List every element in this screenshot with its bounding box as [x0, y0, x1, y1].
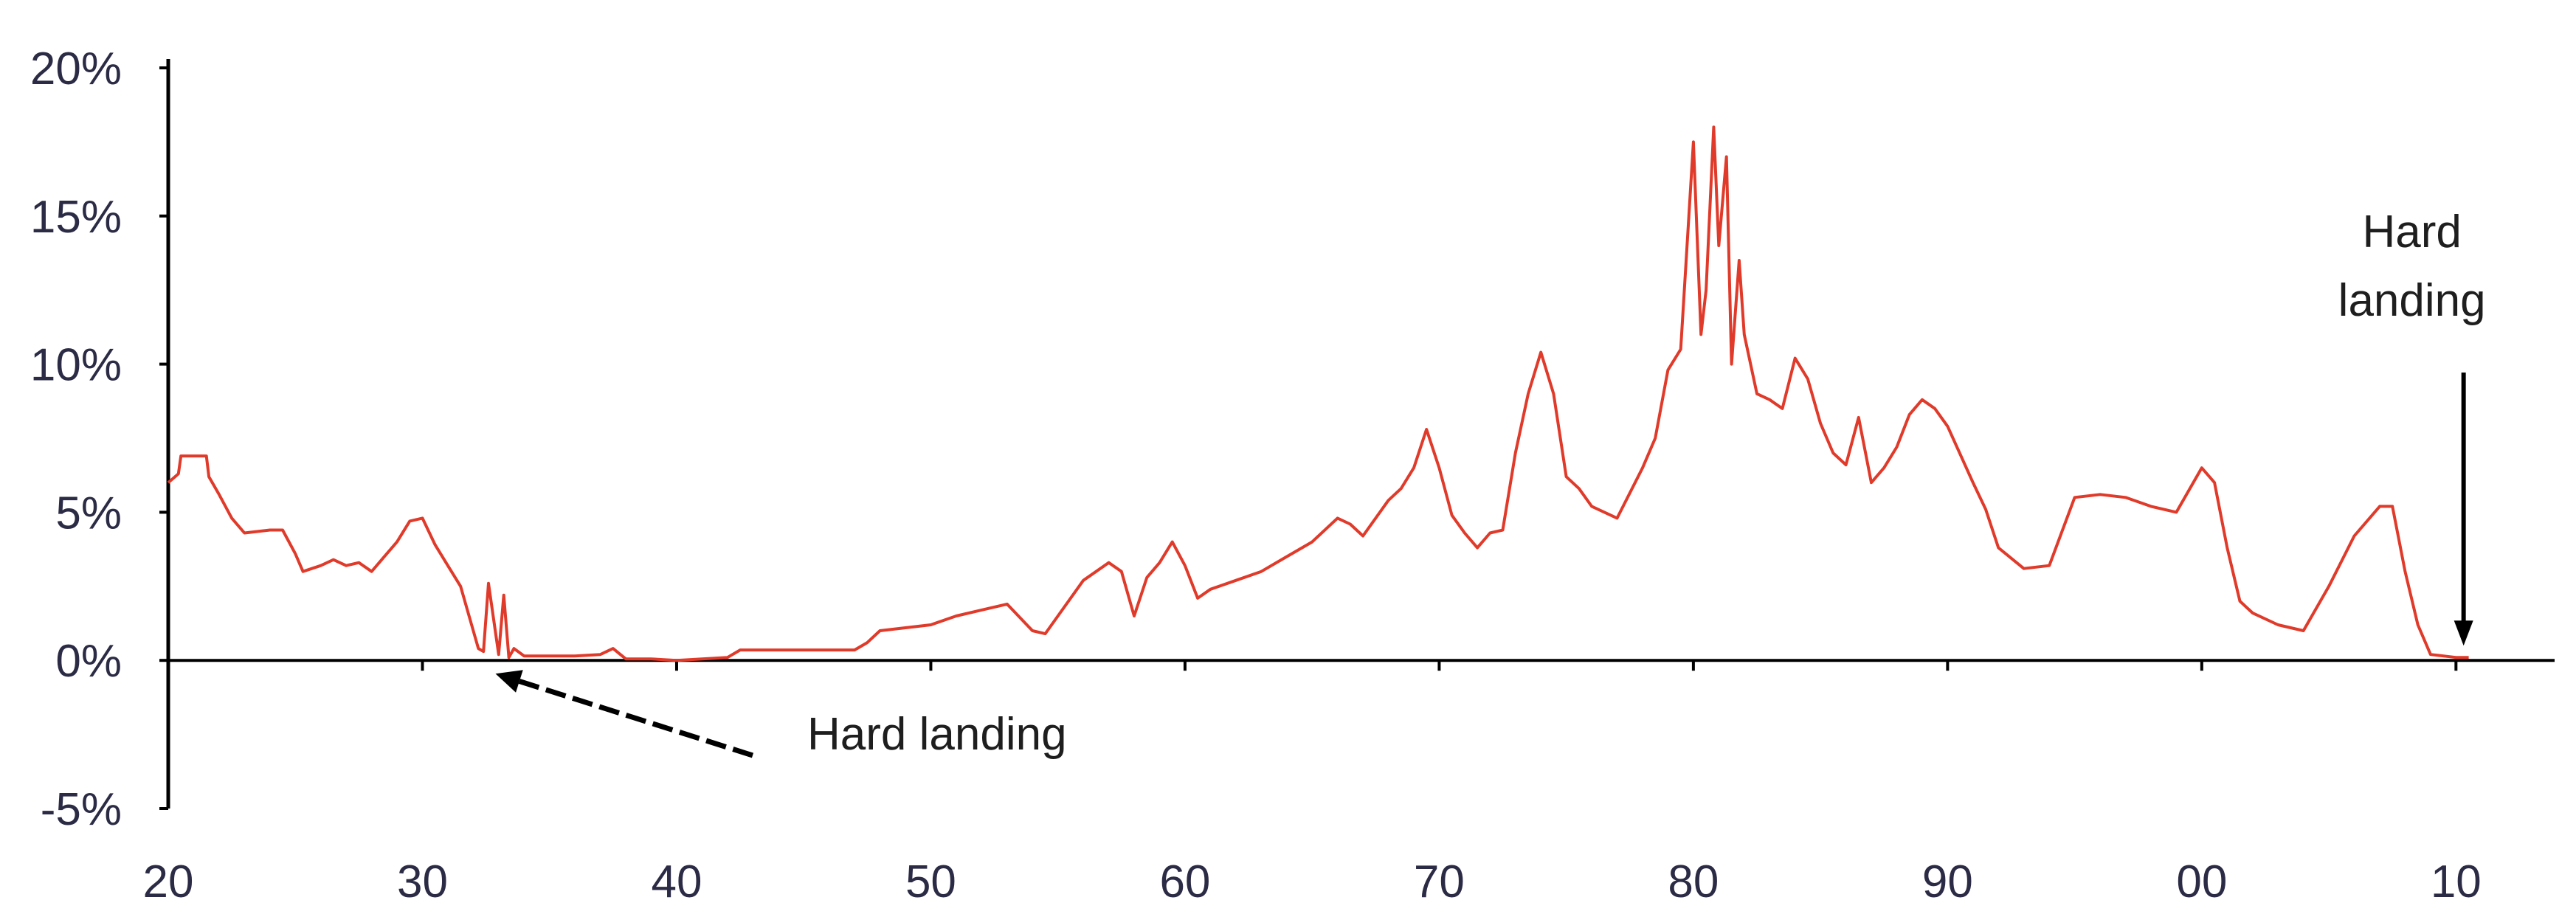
y-axis: 20% 15% 10% 5% 0% -5%: [30, 44, 170, 835]
rate-series-line: [167, 125, 2469, 662]
x-tick-label: 50: [905, 856, 956, 907]
annotations: Hard landing Hard landing: [495, 207, 2486, 760]
hard-landing-label-right-line1: Hard: [2362, 207, 2461, 257]
hard-landing-arrowhead-right: [2454, 620, 2473, 646]
y-tick-label: 20%: [30, 44, 122, 94]
hard-landing-arrowhead-left: [495, 670, 523, 693]
x-tick-label: 40: [651, 856, 702, 907]
y-tick-label: 5%: [55, 488, 122, 539]
x-tick-label: 90: [1922, 856, 1973, 907]
x-axis: 20 30 40 50 60 70 80 90 00 10: [143, 659, 2555, 907]
y-tick-label: 15%: [30, 192, 122, 243]
x-tick-label: 80: [1668, 856, 1719, 907]
x-tick-label: 00: [2176, 856, 2227, 907]
x-tick-label: 20: [143, 856, 194, 907]
series-group: [167, 125, 2469, 662]
x-tick-label: 10: [2431, 856, 2482, 907]
hard-landing-label-right-line2: landing: [2338, 275, 2486, 326]
x-tick-label: 30: [397, 856, 448, 907]
y-tick-label: 0%: [55, 636, 122, 687]
hard-landing-arrow-left: [518, 679, 754, 758]
hard-landing-label-left: Hard landing: [807, 709, 1067, 760]
x-tick-label: 60: [1159, 856, 1210, 907]
x-tick-label: 70: [1414, 856, 1465, 907]
y-tick-label: 10%: [30, 340, 122, 391]
y-tick-label: -5%: [41, 784, 122, 835]
